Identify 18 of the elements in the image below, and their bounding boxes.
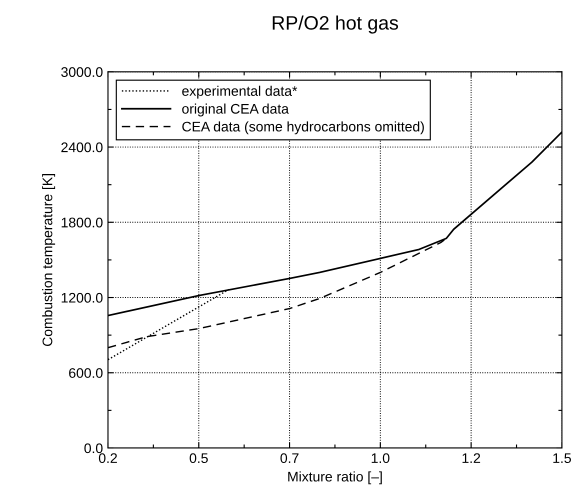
- x-tick-label: 1.5: [553, 453, 571, 464]
- x-tick-label: 0.2: [98, 453, 117, 464]
- legend-label: original CEA data: [182, 104, 289, 116]
- x-tick-label: 0.5: [190, 453, 208, 464]
- x-tick-label: 1.2: [462, 453, 480, 463]
- x-tick-label: 0.7: [280, 453, 299, 464]
- y-tick-label: 2400.0: [61, 142, 103, 152]
- x-tick-label: 1.0: [372, 453, 390, 464]
- y-axis-title: Combustion temperature [K]: [42, 174, 56, 346]
- legend-label: experimental data*: [182, 86, 298, 99]
- y-tick-label: 1200.0: [62, 292, 103, 303]
- y-tick-label: 3000.0: [61, 67, 103, 77]
- y-tick-label: 600.0: [69, 368, 103, 378]
- y-tick-label: 1800.0: [62, 218, 103, 228]
- legend-label: CEA data (some hydrocarbons omitted): [182, 121, 424, 134]
- y-tick-label: 0.0: [84, 443, 103, 454]
- x-axis-title: Mixture ratio [–]: [288, 471, 382, 484]
- chart-title: RP/O2 hot gas: [272, 15, 398, 34]
